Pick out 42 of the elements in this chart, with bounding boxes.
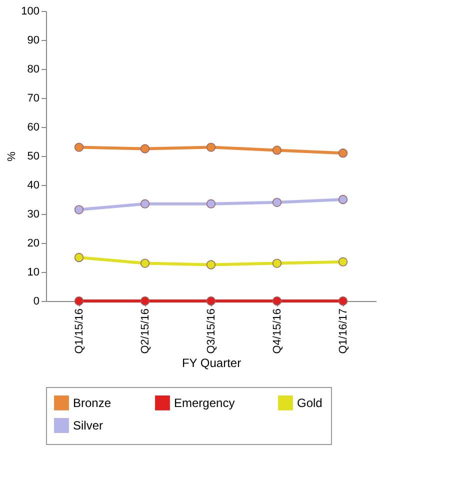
- point: [74, 296, 84, 306]
- point: [338, 257, 348, 266]
- legend-label: Silver: [73, 418, 104, 432]
- point: [140, 296, 150, 306]
- y-tick-label: 10: [27, 266, 40, 278]
- x-tick-label: Q1/15/16: [74, 308, 86, 354]
- x-tick-label: Q1/16/17: [338, 308, 350, 354]
- point: [272, 146, 282, 155]
- point: [206, 296, 216, 306]
- y-tick-label: 70: [27, 92, 40, 104]
- point: [140, 144, 150, 154]
- y-axis-title: %: [6, 151, 18, 162]
- y-tick-label: 50: [27, 150, 40, 162]
- point: [74, 142, 84, 152]
- legend-label: Emergency: [174, 396, 235, 410]
- point: [74, 205, 84, 214]
- point: [338, 194, 348, 204]
- point: [206, 199, 216, 208]
- point: [74, 252, 84, 262]
- point: [338, 148, 348, 158]
- point: [206, 142, 216, 152]
- point: [206, 260, 216, 270]
- point: [272, 296, 282, 306]
- point: [140, 258, 150, 268]
- point: [272, 258, 282, 268]
- x-tick-label: Q2/15/16: [140, 308, 152, 354]
- point: [140, 199, 150, 208]
- x-tick-label: Q3/15/16: [206, 308, 218, 354]
- y-tick-label: 60: [27, 122, 40, 134]
- y-tick-label: 30: [27, 208, 40, 220]
- legend-label: Gold: [297, 396, 322, 410]
- y-tick-label: 80: [27, 64, 40, 76]
- y-tick-label: 90: [27, 34, 40, 46]
- point: [338, 296, 348, 306]
- legend-label: Bronze: [73, 396, 112, 410]
- y-tick-label: 20: [27, 238, 40, 250]
- y-tick-label: 100: [21, 6, 40, 18]
- point: [272, 198, 282, 207]
- y-tick-label: 0: [33, 296, 40, 308]
- x-axis-title: FY Quarter: [182, 356, 242, 370]
- x-tick-label: Q4/15/16: [272, 308, 284, 354]
- y-tick-label: 40: [27, 180, 40, 192]
